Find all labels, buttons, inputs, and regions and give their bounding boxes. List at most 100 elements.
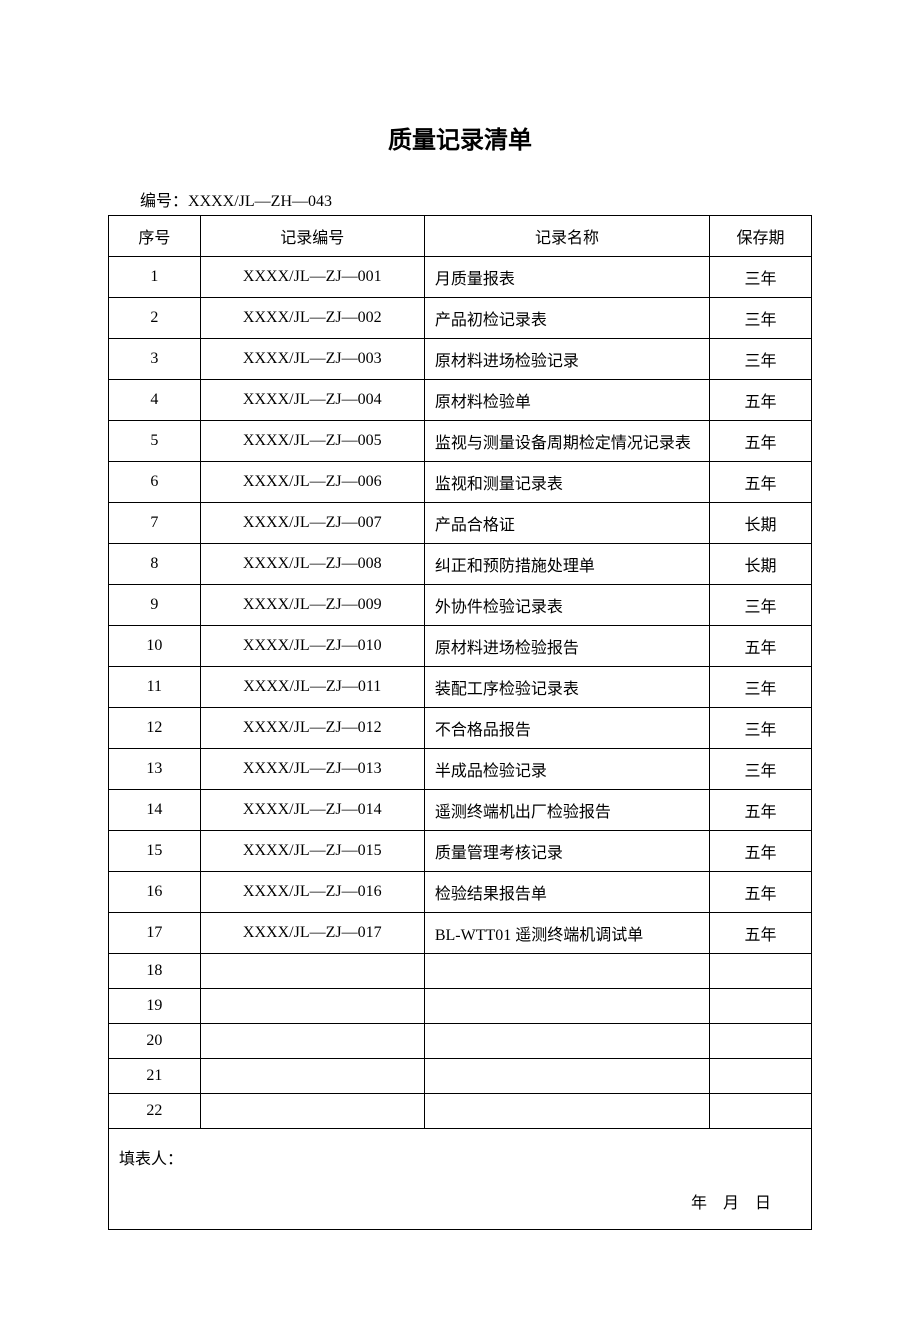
cell-code: XXXX/JL—ZJ—015 [200, 831, 424, 872]
cell-period [710, 1024, 812, 1059]
cell-code: XXXX/JL—ZJ—016 [200, 872, 424, 913]
cell-period: 三年 [710, 298, 812, 339]
table-row: 9XXXX/JL—ZJ—009外协件检验记录表三年 [109, 585, 812, 626]
table-row: 10XXXX/JL—ZJ—010原材料进场检验报告五年 [109, 626, 812, 667]
cell-seq: 7 [109, 503, 201, 544]
cell-code: XXXX/JL—ZJ—006 [200, 462, 424, 503]
cell-period: 三年 [710, 257, 812, 298]
table-row: 18 [109, 954, 812, 989]
footer-filled-by-row: 填表人： [109, 1129, 812, 1180]
cell-period [710, 1059, 812, 1094]
cell-code: XXXX/JL—ZJ—001 [200, 257, 424, 298]
table-row: 5XXXX/JL—ZJ—005监视与测量设备周期检定情况记录表五年 [109, 421, 812, 462]
cell-name: 原材料检验单 [424, 380, 709, 421]
cell-code: XXXX/JL—ZJ—002 [200, 298, 424, 339]
table-row: 19 [109, 989, 812, 1024]
cell-name [424, 1059, 709, 1094]
table-row: 11XXXX/JL—ZJ—011装配工序检验记录表三年 [109, 667, 812, 708]
cell-seq: 2 [109, 298, 201, 339]
table-row: 12XXXX/JL—ZJ—012不合格品报告三年 [109, 708, 812, 749]
cell-name: 监视和测量记录表 [424, 462, 709, 503]
table-row: 1XXXX/JL—ZJ—001月质量报表三年 [109, 257, 812, 298]
cell-name: 半成品检验记录 [424, 749, 709, 790]
cell-seq: 9 [109, 585, 201, 626]
cell-name [424, 1094, 709, 1129]
cell-name: 纠正和预防措施处理单 [424, 544, 709, 585]
doc-number-value: XXXX/JL—ZH—043 [188, 193, 332, 210]
table-row: 3XXXX/JL—ZJ—003原材料进场检验记录三年 [109, 339, 812, 380]
cell-seq: 20 [109, 1024, 201, 1059]
cell-seq: 8 [109, 544, 201, 585]
cell-seq: 15 [109, 831, 201, 872]
cell-period: 三年 [710, 585, 812, 626]
cell-seq: 6 [109, 462, 201, 503]
cell-code: XXXX/JL—ZJ—013 [200, 749, 424, 790]
cell-period: 三年 [710, 749, 812, 790]
cell-name: 遥测终端机出厂检验报告 [424, 790, 709, 831]
cell-period: 五年 [710, 626, 812, 667]
header-period: 保存期 [710, 216, 812, 257]
cell-seq: 11 [109, 667, 201, 708]
cell-name: 月质量报表 [424, 257, 709, 298]
cell-name: 检验结果报告单 [424, 872, 709, 913]
cell-code: XXXX/JL—ZJ—009 [200, 585, 424, 626]
table-row: 21 [109, 1059, 812, 1094]
cell-name: 装配工序检验记录表 [424, 667, 709, 708]
filled-by-label: 填表人： [109, 1129, 812, 1180]
cell-seq: 21 [109, 1059, 201, 1094]
cell-name: 产品合格证 [424, 503, 709, 544]
cell-name: 产品初检记录表 [424, 298, 709, 339]
cell-name [424, 1024, 709, 1059]
cell-code: XXXX/JL—ZJ—007 [200, 503, 424, 544]
cell-period [710, 989, 812, 1024]
cell-code: XXXX/JL—ZJ—014 [200, 790, 424, 831]
cell-code: XXXX/JL—ZJ—017 [200, 913, 424, 954]
cell-seq: 1 [109, 257, 201, 298]
table-row: 7XXXX/JL—ZJ—007产品合格证长期 [109, 503, 812, 544]
cell-code: XXXX/JL—ZJ—011 [200, 667, 424, 708]
cell-seq: 16 [109, 872, 201, 913]
cell-seq: 5 [109, 421, 201, 462]
cell-code: XXXX/JL—ZJ—008 [200, 544, 424, 585]
cell-seq: 10 [109, 626, 201, 667]
cell-name: 不合格品报告 [424, 708, 709, 749]
doc-number-label: 编号： [140, 193, 188, 210]
table-row: 15XXXX/JL—ZJ—015质量管理考核记录五年 [109, 831, 812, 872]
cell-period [710, 954, 812, 989]
cell-period: 五年 [710, 872, 812, 913]
cell-code: XXXX/JL—ZJ—012 [200, 708, 424, 749]
cell-code [200, 989, 424, 1024]
cell-period: 三年 [710, 708, 812, 749]
header-code: 记录编号 [200, 216, 424, 257]
table-header-row: 序号 记录编号 记录名称 保存期 [109, 216, 812, 257]
cell-name [424, 989, 709, 1024]
cell-code: XXXX/JL—ZJ—003 [200, 339, 424, 380]
header-name: 记录名称 [424, 216, 709, 257]
cell-period: 三年 [710, 667, 812, 708]
cell-seq: 14 [109, 790, 201, 831]
cell-code: XXXX/JL—ZJ—004 [200, 380, 424, 421]
table-row: 8XXXX/JL—ZJ—008纠正和预防措施处理单长期 [109, 544, 812, 585]
cell-code [200, 1024, 424, 1059]
cell-period: 长期 [710, 544, 812, 585]
table-body: 1XXXX/JL—ZJ—001月质量报表三年2XXXX/JL—ZJ—002产品初… [109, 257, 812, 1129]
cell-period: 五年 [710, 462, 812, 503]
cell-name: 外协件检验记录表 [424, 585, 709, 626]
cell-name: 原材料进场检验记录 [424, 339, 709, 380]
table-row: 20 [109, 1024, 812, 1059]
cell-seq: 19 [109, 989, 201, 1024]
cell-period: 五年 [710, 913, 812, 954]
cell-name: BL-WTT01 遥测终端机调试单 [424, 913, 709, 954]
table-row: 2XXXX/JL—ZJ—002产品初检记录表三年 [109, 298, 812, 339]
cell-seq: 13 [109, 749, 201, 790]
date-label: 年 月 日 [109, 1179, 812, 1230]
cell-seq: 12 [109, 708, 201, 749]
cell-name: 原材料进场检验报告 [424, 626, 709, 667]
cell-seq: 17 [109, 913, 201, 954]
cell-code [200, 1094, 424, 1129]
records-table: 序号 记录编号 记录名称 保存期 1XXXX/JL—ZJ—001月质量报表三年2… [108, 215, 812, 1230]
cell-seq: 4 [109, 380, 201, 421]
table-row: 6XXXX/JL—ZJ—006监视和测量记录表五年 [109, 462, 812, 503]
table-row: 13XXXX/JL—ZJ—013半成品检验记录三年 [109, 749, 812, 790]
footer-date-row: 年 月 日 [109, 1179, 812, 1230]
